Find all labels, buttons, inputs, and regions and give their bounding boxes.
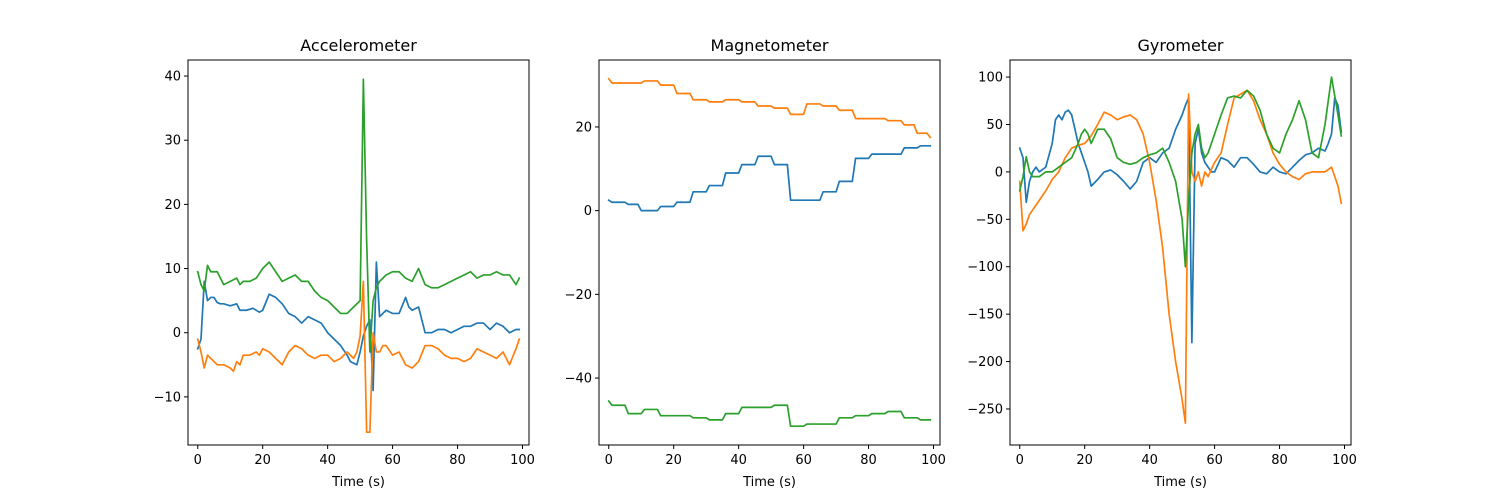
- magnetometer-x-tick-label: 0: [605, 453, 613, 468]
- gyrometer-x-axis-label: Time (s): [1153, 475, 1207, 490]
- accelerometer-series-1-line: [196, 261, 521, 392]
- accelerometer-series-group: [196, 78, 521, 434]
- accelerometer-x-tick-label: 40: [319, 453, 336, 468]
- gyrometer-panel: 0 20 40 60 80 100 −250 −200 −150 −100 −50 0 50 100 Gyr…: [967, 36, 1357, 490]
- magnetometer-x-tick-label: 20: [665, 453, 682, 468]
- gyrometer-y-tick-label: 100: [978, 71, 1003, 86]
- accelerometer-x-tick-label: 20: [254, 453, 271, 468]
- gyrometer-y-tick-label: −250: [967, 402, 1003, 417]
- magnetometer-title: Magnetometer: [711, 36, 829, 55]
- gyrometer-plot-frame: [1009, 59, 1352, 446]
- accelerometer-x-tick-label: 100: [510, 453, 535, 468]
- gyrometer-x-tick-label: 20: [1076, 453, 1093, 468]
- gyrometer-series-2-line: [1018, 89, 1343, 425]
- magnetometer-x-tick-label: 60: [795, 453, 812, 468]
- accelerometer-y-tick-label: 20: [164, 198, 181, 213]
- gyrometer-x-tick-label: 0: [1016, 453, 1024, 468]
- magnetometer-plot-frame: [598, 59, 941, 446]
- gyrometer-y-tick-label: −100: [967, 260, 1003, 275]
- gyrometer-x-tick-label: 80: [1271, 453, 1288, 468]
- gyrometer-x-tick-label: 100: [1332, 453, 1357, 468]
- gyrometer-series-group: [1018, 76, 1343, 425]
- gyrometer-series-1-line: [1018, 97, 1343, 344]
- accelerometer-y-tick-label: 10: [164, 262, 181, 277]
- magnetometer-x-tick-label: 40: [730, 453, 747, 468]
- magnetometer-series-3-line: [607, 399, 932, 428]
- accelerometer-y-tick-label: 40: [164, 70, 181, 85]
- accelerometer-x-tick-label: 80: [449, 453, 466, 468]
- accelerometer-series-2-line: [196, 280, 521, 434]
- magnetometer-y-tick-label: 0: [584, 204, 592, 219]
- gyrometer-title: Gyrometer: [1137, 36, 1223, 55]
- magnetometer-y-tick-label: 20: [575, 120, 592, 135]
- magnetometer-y-tick-label: −20: [565, 288, 592, 303]
- accelerometer-series-3-line: [196, 78, 521, 353]
- accelerometer-x-tick-label: 0: [194, 453, 202, 468]
- magnetometer-x-tick-label: 100: [921, 453, 946, 468]
- accelerometer-plot-frame: [187, 59, 530, 446]
- gyrometer-x-tick-label: 60: [1206, 453, 1223, 468]
- accelerometer-title: Accelerometer: [300, 36, 417, 55]
- gyrometer-y-tick-label: −150: [967, 308, 1003, 323]
- gyrometer-y-tick-label: −50: [976, 213, 1003, 228]
- magnetometer-series-group: [607, 77, 932, 428]
- accelerometer-y-tick-label: 0: [173, 326, 181, 341]
- magnetometer-series-1-line: [607, 144, 932, 212]
- gyrometer-series-3-line: [1018, 76, 1343, 268]
- magnetometer-panel: 0 20 40 60 80 100 −40 −20 0 20 Magnetometer Time (s…: [565, 36, 946, 490]
- gyrometer-y-tick-label: 0: [995, 165, 1003, 180]
- magnetometer-series-2-line: [607, 77, 932, 139]
- accelerometer-y-tick-label: 30: [164, 134, 181, 149]
- gyrometer-x-tick-label: 40: [1141, 453, 1158, 468]
- magnetometer-x-axis-label: Time (s): [742, 475, 796, 490]
- accelerometer-x-axis-label: Time (s): [331, 475, 385, 490]
- accelerometer-x-tick-label: 60: [384, 453, 401, 468]
- accelerometer-y-tick-label: −10: [154, 390, 181, 405]
- magnetometer-x-tick-label: 80: [860, 453, 877, 468]
- accelerometer-panel: 0 20 40 60 80 100 −10 0 10 20 30 40 Accelerometer Tim…: [154, 36, 535, 490]
- magnetometer-y-tick-label: −40: [565, 372, 592, 387]
- gyrometer-y-tick-label: −200: [967, 355, 1003, 370]
- gyrometer-y-tick-label: 50: [986, 118, 1003, 133]
